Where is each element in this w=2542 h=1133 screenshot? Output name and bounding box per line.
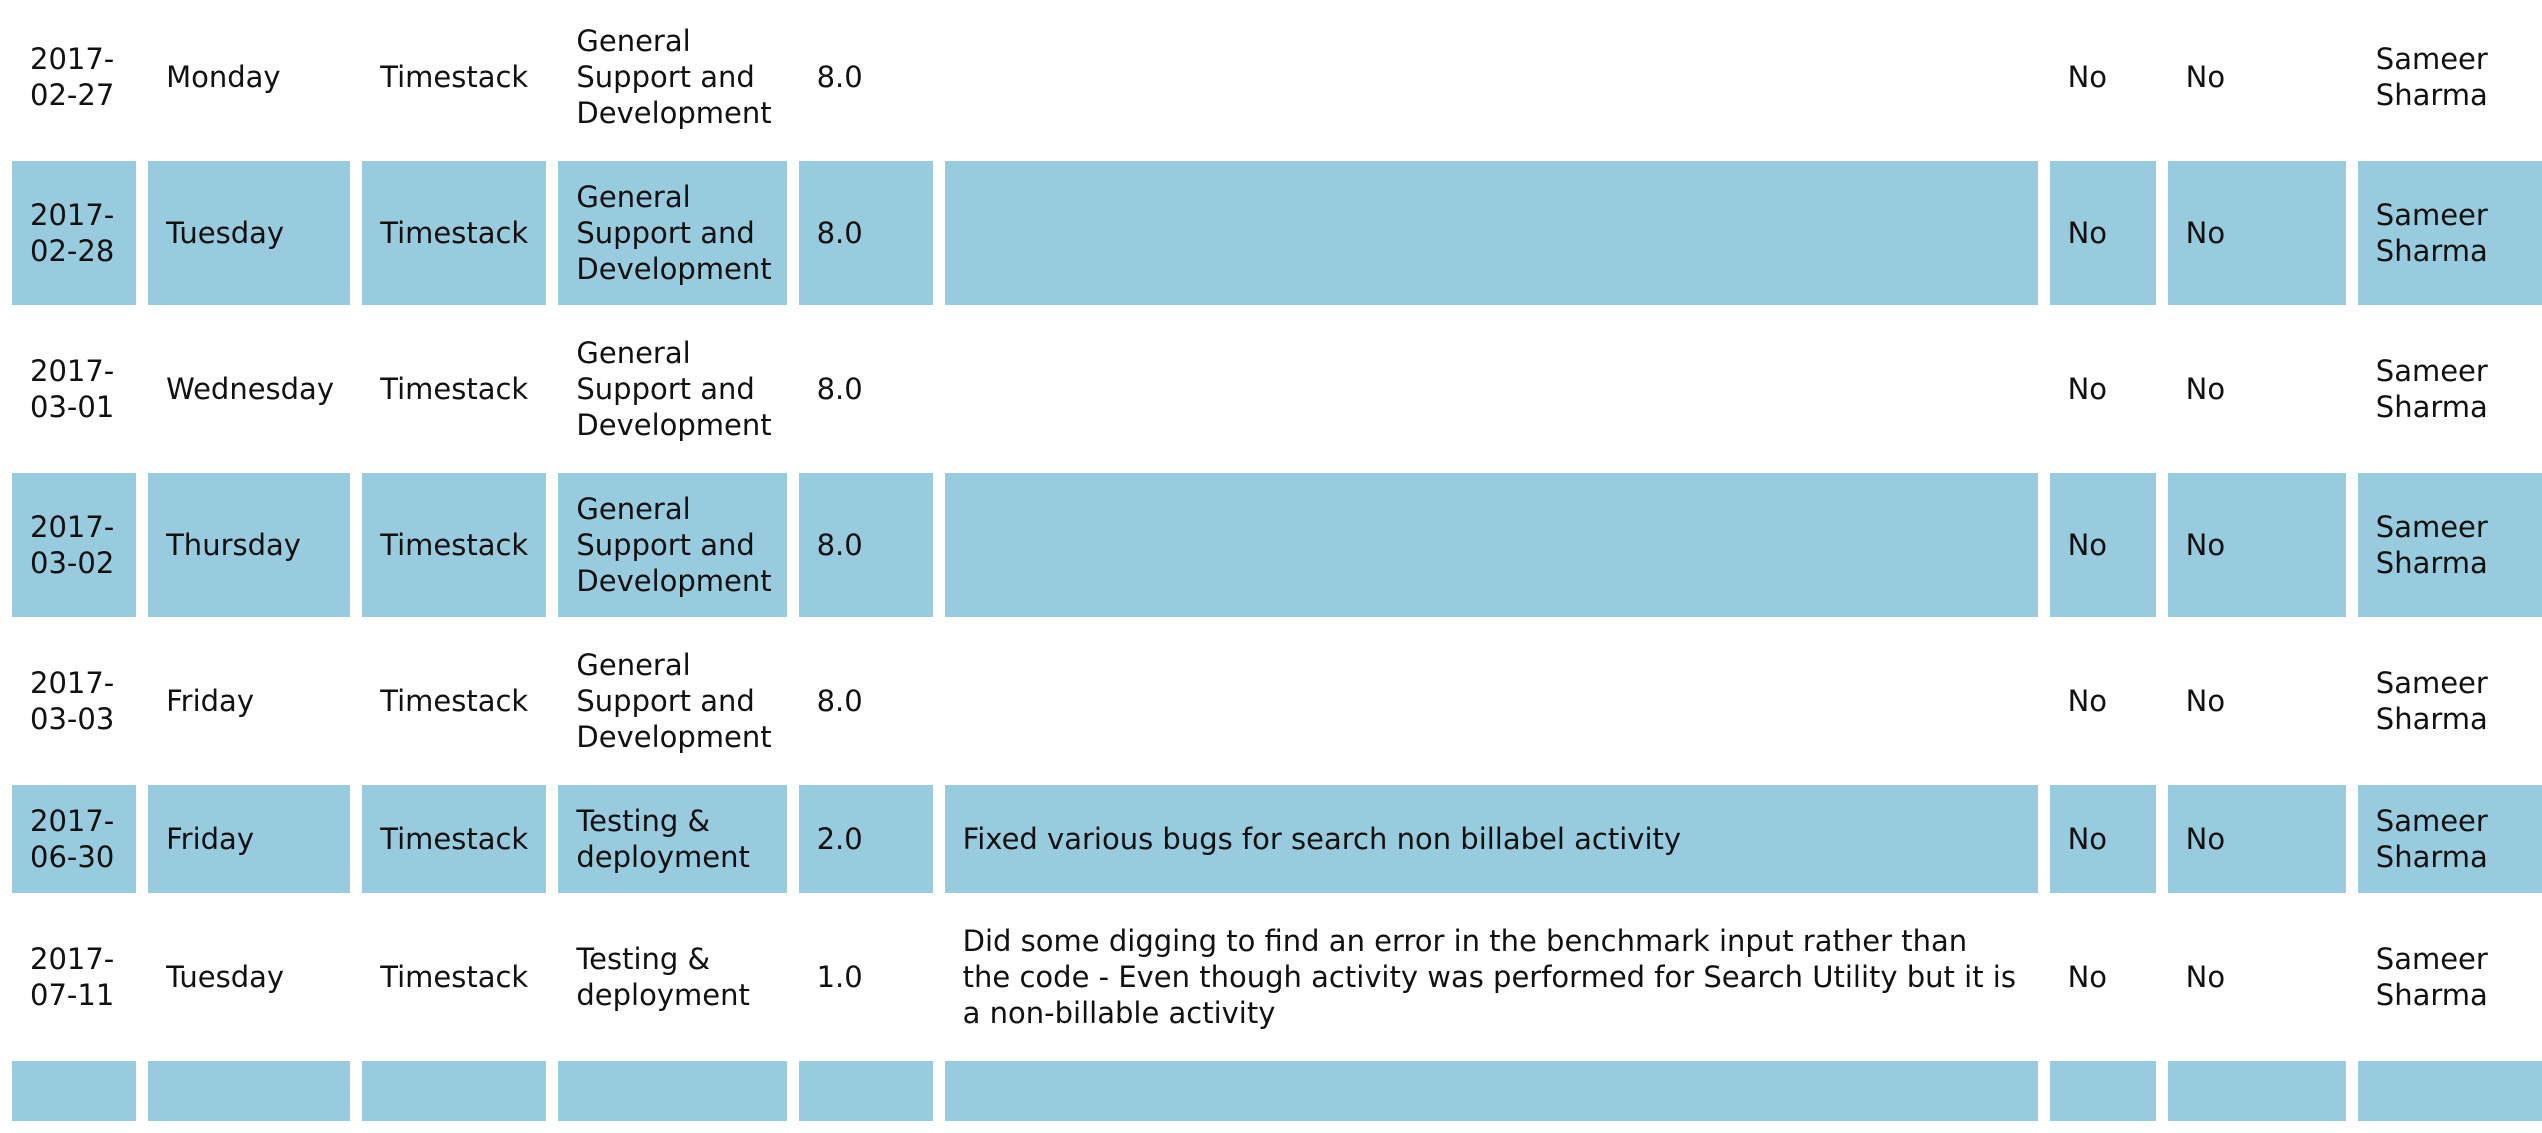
description-cell	[944, 473, 2038, 617]
description-cell	[945, 317, 2038, 461]
date-cell: 2017-06-30	[12, 785, 137, 893]
table-row: 2017-03-01 Wednesday Timestack General S…	[12, 317, 2542, 461]
date-cell: 2017-02-27	[30, 42, 115, 112]
user-cell: Sameer Sharma	[2375, 666, 2488, 736]
date-cell: 2017-02-28	[12, 161, 137, 305]
user-cell	[2357, 1061, 2542, 1121]
flag-b-cell: No	[2185, 372, 2226, 406]
day-cell: Friday	[148, 785, 351, 893]
day-cell	[148, 1061, 351, 1121]
user-cell: Sameer Sharma	[2357, 473, 2542, 617]
flag-b-cell: No	[2185, 960, 2226, 994]
flag-a-cell: No	[2067, 372, 2107, 406]
flag-a-cell: No	[2049, 473, 2156, 617]
task-cell: Testing & deployment	[558, 785, 787, 893]
task-cell: General Support and Development	[558, 473, 787, 617]
user-cell: Sameer Sharma	[2357, 161, 2542, 305]
date-cell: 2017-03-01	[30, 354, 115, 424]
description-cell: Did some digging to find an error in the…	[962, 924, 2016, 1030]
hours-cell: 1.0	[816, 960, 863, 994]
date-cell: 2017-07-11	[30, 942, 115, 1012]
project-cell: Timestack	[380, 60, 529, 94]
hours-cell: 2.0	[798, 785, 933, 893]
hours-cell	[798, 1061, 933, 1121]
flag-a-cell: No	[2067, 60, 2107, 94]
day-cell: Monday	[166, 60, 281, 94]
day-cell: Wednesday	[166, 372, 334, 406]
table-row: 2017-03-03 Friday Timestack General Supp…	[12, 629, 2542, 773]
table-row: 2017-03-02 Thursday Timestack General Su…	[12, 473, 2542, 617]
project-cell: Timestack	[380, 372, 529, 406]
user-cell: Sameer Sharma	[2375, 354, 2488, 424]
table-row: 2017-02-28 Tuesday Timestack General Sup…	[12, 161, 2542, 305]
task-cell: General Support and Development	[576, 648, 772, 754]
day-cell: Friday	[166, 684, 254, 718]
user-cell: Sameer Sharma	[2357, 785, 2542, 893]
table-row-partial	[12, 1061, 2542, 1121]
flag-a-cell: No	[2049, 785, 2156, 893]
table-row: 2017-07-11 Tuesday Timestack Testing & d…	[12, 905, 2542, 1049]
task-cell: Testing & deployment	[576, 942, 750, 1012]
project-cell	[362, 1061, 547, 1121]
hours-cell: 8.0	[816, 684, 863, 718]
description-cell	[944, 1061, 2038, 1121]
description-cell: Fixed various bugs for search non billab…	[944, 785, 2038, 893]
description-cell	[945, 5, 2038, 149]
date-cell	[12, 1061, 137, 1121]
task-cell: General Support and Development	[576, 336, 772, 442]
date-cell: 2017-03-03	[30, 666, 115, 736]
project-cell: Timestack	[380, 684, 529, 718]
flag-b-cell: No	[2167, 785, 2346, 893]
project-cell: Timestack	[362, 473, 547, 617]
flag-a-cell: No	[2049, 161, 2156, 305]
project-cell: Timestack	[362, 785, 547, 893]
flag-b-cell: No	[2185, 684, 2226, 718]
hours-cell: 8.0	[798, 473, 933, 617]
date-cell: 2017-03-02	[12, 473, 137, 617]
user-cell: Sameer Sharma	[2375, 942, 2488, 1012]
description-cell	[945, 629, 2038, 773]
hours-cell: 8.0	[816, 372, 863, 406]
flag-b-cell: No	[2167, 473, 2346, 617]
task-cell	[558, 1061, 787, 1121]
day-cell: Thursday	[148, 473, 351, 617]
flag-a-cell: No	[2067, 684, 2107, 718]
task-cell: General Support and Development	[558, 161, 787, 305]
task-cell: General Support and Development	[576, 24, 772, 130]
flag-b-cell: No	[2167, 161, 2346, 305]
table-row: 2017-06-30 Friday Timestack Testing & de…	[12, 785, 2542, 893]
day-cell: Tuesday	[148, 161, 351, 305]
flag-a-cell: No	[2067, 960, 2107, 994]
flag-a-cell	[2049, 1061, 2156, 1121]
hours-cell: 8.0	[798, 161, 933, 305]
user-cell: Sameer Sharma	[2375, 42, 2488, 112]
flag-b-cell	[2167, 1061, 2346, 1121]
project-cell: Timestack	[362, 161, 547, 305]
project-cell: Timestack	[380, 960, 529, 994]
description-cell	[944, 161, 2038, 305]
hours-cell: 8.0	[816, 60, 863, 94]
table-row: 2017-02-27 Monday Timestack General Supp…	[12, 5, 2542, 149]
day-cell: Tuesday	[166, 960, 285, 994]
flag-b-cell: No	[2185, 60, 2226, 94]
